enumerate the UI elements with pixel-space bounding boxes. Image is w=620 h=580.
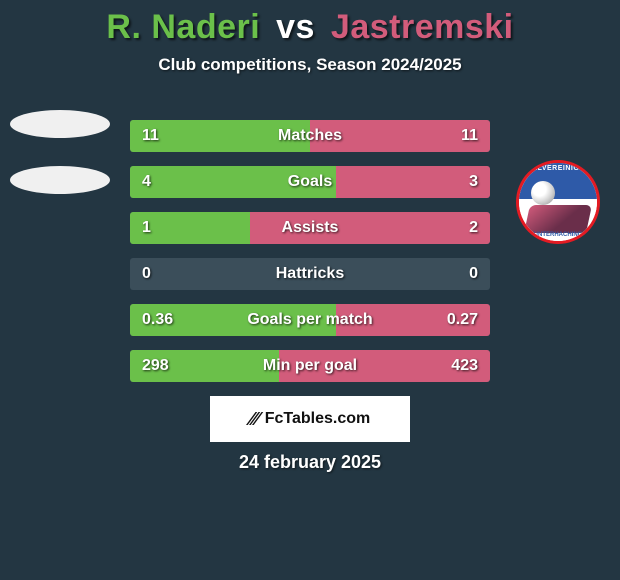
stat-row: 43Goals xyxy=(130,166,490,198)
stat-fill-left xyxy=(130,166,336,198)
stat-fill-right xyxy=(279,350,490,382)
placeholder-ellipse xyxy=(10,166,110,194)
stat-label: Hattricks xyxy=(130,258,490,290)
chart-icon: ⁄⁄⁄ xyxy=(250,409,259,430)
player-left-name: R. Naderi xyxy=(106,8,260,46)
stat-row: 12Assists xyxy=(130,212,490,244)
placeholder-ellipse xyxy=(10,110,110,138)
stat-value-left: 0 xyxy=(130,258,163,290)
club-logo: SPIELVEREINIGUNG UNTERHACHING xyxy=(516,160,600,244)
stat-fill-right xyxy=(336,304,490,336)
left-player-badge xyxy=(10,110,110,210)
player-right-name: Jastremski xyxy=(331,8,514,46)
club-name-bottom: UNTERHACHING xyxy=(519,232,597,238)
stat-row: 298423Min per goal xyxy=(130,350,490,382)
stat-value-right: 0 xyxy=(457,258,490,290)
snapshot-date: 24 february 2025 xyxy=(0,452,620,473)
club-name-top: SPIELVEREINIGUNG xyxy=(519,165,597,172)
stat-fill-right xyxy=(250,212,490,244)
vs-separator: vs xyxy=(276,8,315,46)
stat-row: 0.360.27Goals per match xyxy=(130,304,490,336)
stat-fill-right xyxy=(310,120,490,152)
site-attribution: ⁄⁄⁄ FcTables.com xyxy=(210,396,410,442)
stat-fill-left xyxy=(130,120,310,152)
stats-comparison: 1111Matches 43Goals 12Assists 0 0Hattricks 0.… xyxy=(130,120,490,396)
stat-row: 1111Matches xyxy=(130,120,490,152)
stat-fill-left xyxy=(130,212,250,244)
stat-fill-right xyxy=(336,166,490,198)
stat-fill-left xyxy=(130,350,279,382)
comparison-title: R. Naderi vs Jastremski xyxy=(0,0,620,47)
stat-row: 0 0Hattricks xyxy=(130,258,490,290)
stat-fill-left xyxy=(130,304,336,336)
ball-icon xyxy=(531,181,555,205)
site-name: FcTables.com xyxy=(265,410,371,428)
subtitle: Club competitions, Season 2024/2025 xyxy=(0,55,620,75)
right-player-badge: SPIELVEREINIGUNG UNTERHACHING xyxy=(510,110,610,210)
